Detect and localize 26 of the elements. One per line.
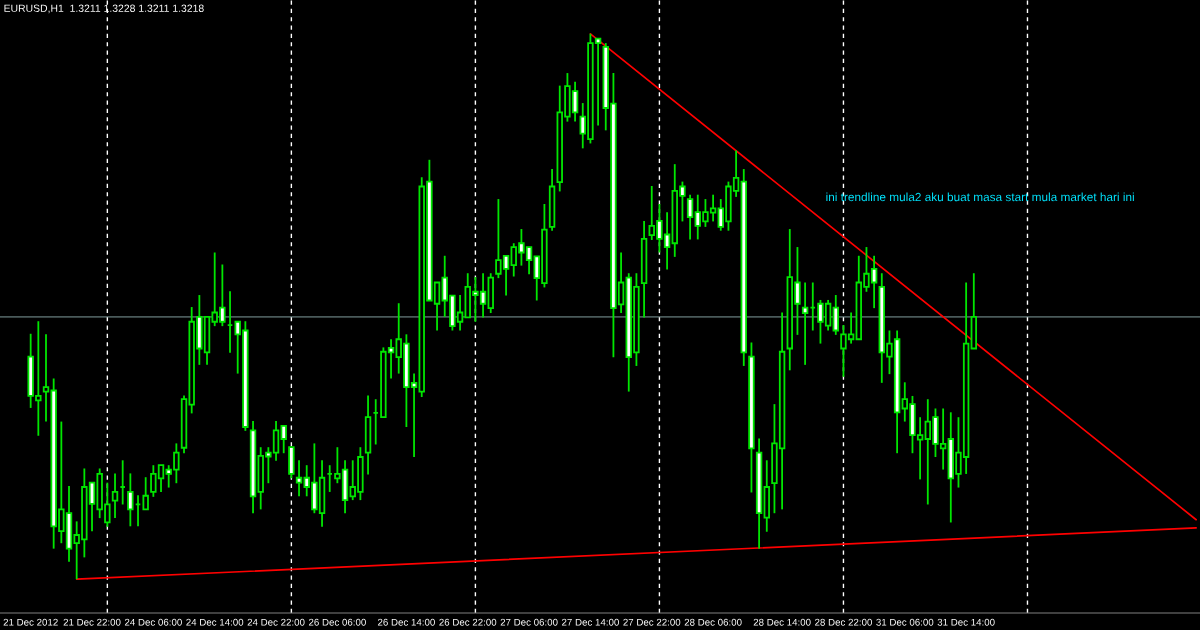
x-tick-label: 24 Dec 06:00 [124, 618, 182, 626]
x-tick-label: 24 Dec 14:00 [186, 618, 244, 626]
x-tick-label: 28 Dec 06:00 [684, 618, 742, 626]
x-tick-label: 26 Dec 14:00 [377, 618, 435, 626]
x-tick-label: 27 Dec 14:00 [561, 618, 619, 626]
x-tick-label: 21 Dec 2012 [3, 618, 58, 626]
candlestick [127, 472, 134, 528]
annotation: ini trendline mula2 aku buat masa start mula market hari ini [826, 192, 1134, 202]
x-tick-label: 26 Dec 06:00 [308, 618, 366, 626]
x-tick-label: 21 Dec 22:00 [63, 618, 121, 626]
x-tick-label: 27 Dec 22:00 [623, 618, 681, 626]
x-tick-label: 31 Dec 14:00 [937, 618, 995, 626]
x-tick-label: 28 Dec 22:00 [815, 618, 872, 626]
x-tick-label: 31 Dec 06:00 [876, 618, 934, 626]
candlestick [111, 472, 119, 520]
x-tick-label: 26 Dec 22:00 [439, 618, 497, 626]
candlestick [280, 425, 287, 455]
x-tick-label: 28 Dec 14:00 [753, 618, 811, 626]
candlestick [832, 294, 839, 336]
x-tick-label: 24 Dec 22:00 [247, 618, 305, 626]
chart-title: EURUSD,H1 1.3211 1.3228 1.3211 1.3218 [4, 4, 204, 14]
candlestick [295, 459, 303, 498]
candlestick [686, 193, 694, 241]
x-tick-label: 27 Dec 06:00 [500, 618, 558, 626]
candlestick [142, 476, 149, 511]
candlestick [801, 281, 809, 366]
